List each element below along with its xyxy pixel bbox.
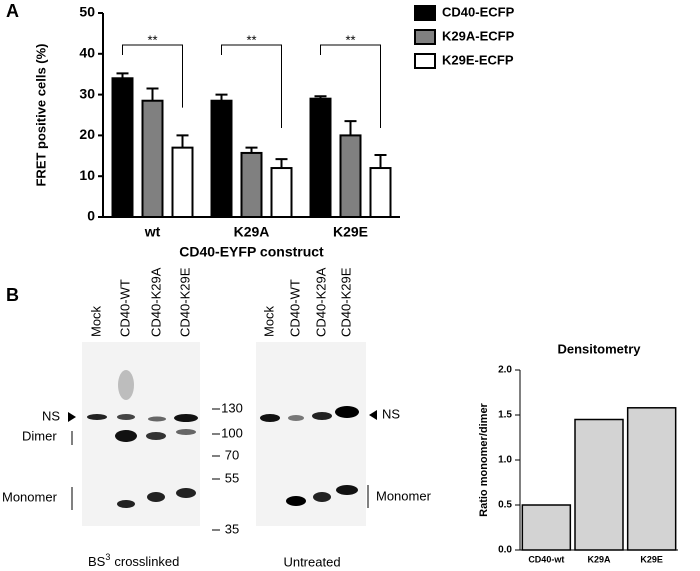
chart-title: Densitometry: [557, 341, 641, 356]
bar: [111, 77, 134, 218]
error-bar: [374, 153, 387, 169]
y-tick-label: 0.5: [498, 500, 512, 511]
y-tick-label: 40: [79, 45, 95, 61]
x-tick-label: K29E: [640, 554, 663, 564]
bar: [270, 167, 293, 218]
panel-label: B: [6, 285, 19, 305]
y-axis-label: FRET positive cells (%): [33, 43, 48, 186]
legend-label: K29A-ECFP: [442, 28, 515, 43]
bar: [574, 418, 624, 551]
bar: [171, 146, 194, 218]
error-bar: [176, 134, 189, 148]
x-tick-label: CD40-wt: [528, 554, 564, 564]
y-tick-label: 20: [79, 126, 95, 142]
marker-label: 130: [221, 400, 243, 415]
x-tick-label: wt: [144, 224, 161, 240]
bar: [521, 504, 572, 551]
y-tick-label: 1.5: [498, 410, 512, 421]
significance-bracket: [221, 44, 282, 129]
marker-label: 70: [225, 447, 239, 462]
bar: [339, 134, 362, 218]
bar: [141, 99, 164, 218]
annotation: **: [345, 32, 355, 47]
marker-label: 100: [221, 425, 243, 440]
monomer-label: Monomer: [2, 489, 58, 504]
ns-label: NS: [42, 408, 60, 423]
lane-label: CD40-WT: [117, 279, 132, 337]
marker-label: 35: [225, 521, 239, 536]
error-bar: [146, 87, 159, 101]
significance-bracket: [320, 44, 381, 129]
ns-label: NS: [382, 406, 400, 421]
annotation: **: [246, 32, 256, 47]
y-tick-label: 10: [79, 167, 95, 183]
bar: [309, 97, 332, 218]
legend-label: CD40-ECFP: [442, 4, 515, 19]
caption: Untreated: [283, 554, 340, 569]
marker-label: 55: [225, 470, 239, 485]
lane-label: Mock: [261, 305, 276, 337]
caption-superscript: 3: [105, 552, 110, 562]
bar: [369, 167, 392, 218]
dimer-label: Dimer: [22, 428, 57, 443]
error-bar: [245, 146, 258, 153]
x-axis-label: CD40-EYFP construct: [179, 244, 324, 260]
lane-label: CD40-K29A: [148, 267, 163, 337]
y-tick-label: 0: [87, 208, 95, 224]
x-tick-label: K29A: [587, 554, 611, 564]
lane-label: CD40-K29A: [313, 267, 328, 337]
legend-swatch: [414, 29, 436, 45]
bar: [240, 151, 263, 218]
error-bar: [116, 72, 129, 79]
lane-label: CD40-K29E: [338, 267, 353, 337]
legend-swatch: [414, 53, 436, 69]
x-tick-label: K29E: [333, 224, 368, 240]
bar: [626, 407, 677, 551]
y-tick-label: 0.0: [498, 545, 512, 556]
annotation: **: [147, 32, 157, 47]
x-tick-label: K29A: [234, 224, 270, 240]
error-bar: [215, 93, 228, 101]
y-tick-label: 50: [79, 4, 95, 20]
caption: BS3 crosslinked: [88, 552, 179, 569]
significance-bracket: [122, 44, 183, 108]
y-tick-label: 2.0: [498, 365, 512, 376]
lane-label: CD40-K29E: [177, 267, 192, 337]
error-bar: [275, 158, 288, 169]
legend-swatch: [414, 5, 436, 21]
blot-right: [256, 342, 377, 526]
y-tick-label: 30: [79, 85, 95, 101]
lane-label: CD40-WT: [287, 279, 302, 337]
blot-left: [68, 342, 200, 526]
error-bar: [314, 95, 327, 99]
y-axis-label: Ratio monomer/dimer: [478, 402, 490, 516]
error-bar: [344, 120, 357, 136]
y-tick-label: 1.0: [498, 455, 512, 466]
monomer-label: Monomer: [376, 488, 432, 503]
panel-label: A: [6, 1, 19, 21]
legend-label: K29E-ECFP: [442, 52, 514, 67]
caption-text: BS: [88, 554, 106, 569]
caption-text: crosslinked: [114, 554, 179, 569]
bar: [210, 99, 233, 218]
lane-label: Mock: [88, 305, 103, 337]
